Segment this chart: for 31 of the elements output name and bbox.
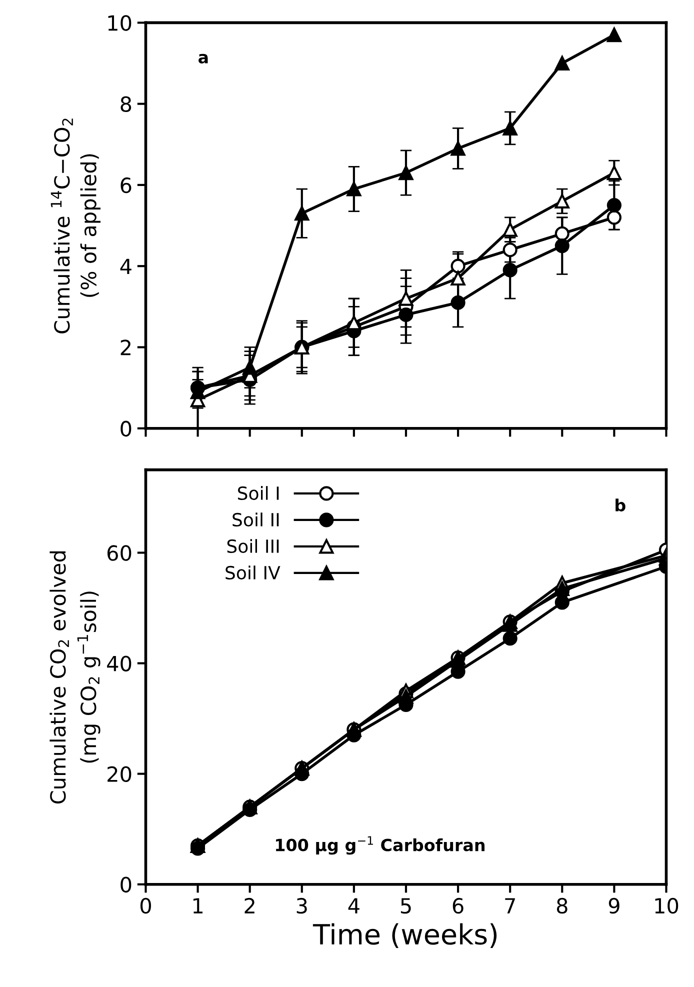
y-tick-label: 2 — [120, 340, 130, 356]
text: Cumulative $^{14}$C−CO$_{2}$ (% of applied) — [50, 118, 100, 334]
y-tick-label: 0 — [120, 420, 132, 437]
x-tick-label: 2 — [244, 898, 254, 914]
x-tick-label: 4 — [348, 898, 360, 914]
x-tick-label: 7 — [505, 898, 515, 914]
x-tick-label: 8 — [556, 898, 568, 914]
x-tick-label: 10 — [655, 898, 678, 914]
legend-label: Soil III — [227, 539, 279, 554]
x-tick-label: 6 — [452, 898, 464, 914]
legend-label: Soil IV — [226, 566, 280, 580]
y-tick-label: 8 — [120, 96, 132, 112]
legend-label: Soil I — [238, 486, 279, 500]
x-tick-label: 0 — [140, 898, 151, 914]
x-axis-title: Time (weeks) — [312, 923, 497, 948]
annotation: a — [198, 54, 208, 64]
y-tick-label: 4 — [120, 258, 132, 274]
y-tick-label: 40 — [107, 656, 132, 672]
y-tick-label: 0 — [120, 876, 132, 893]
y-tick-label: 20 — [108, 766, 132, 782]
text: Cumulative CO$_{2}$ evolved (mg CO$_{2}$ g$^{−1}$soil) — [50, 551, 100, 804]
y-tick-label: 60 — [107, 545, 132, 561]
y-tick-label: 6 — [120, 177, 132, 194]
y-tick-label: 10 — [108, 15, 132, 31]
annotation: b — [616, 498, 626, 512]
x-tick-label: 9 — [608, 898, 620, 914]
annotation: 100 μg g$^{−1}$ Carbofuran — [276, 836, 484, 855]
x-tick-label: 1 — [193, 898, 202, 914]
x-tick-label: 3 — [296, 898, 307, 914]
x-tick-label: 5 — [400, 898, 411, 914]
legend-label: Soil II — [232, 512, 279, 527]
